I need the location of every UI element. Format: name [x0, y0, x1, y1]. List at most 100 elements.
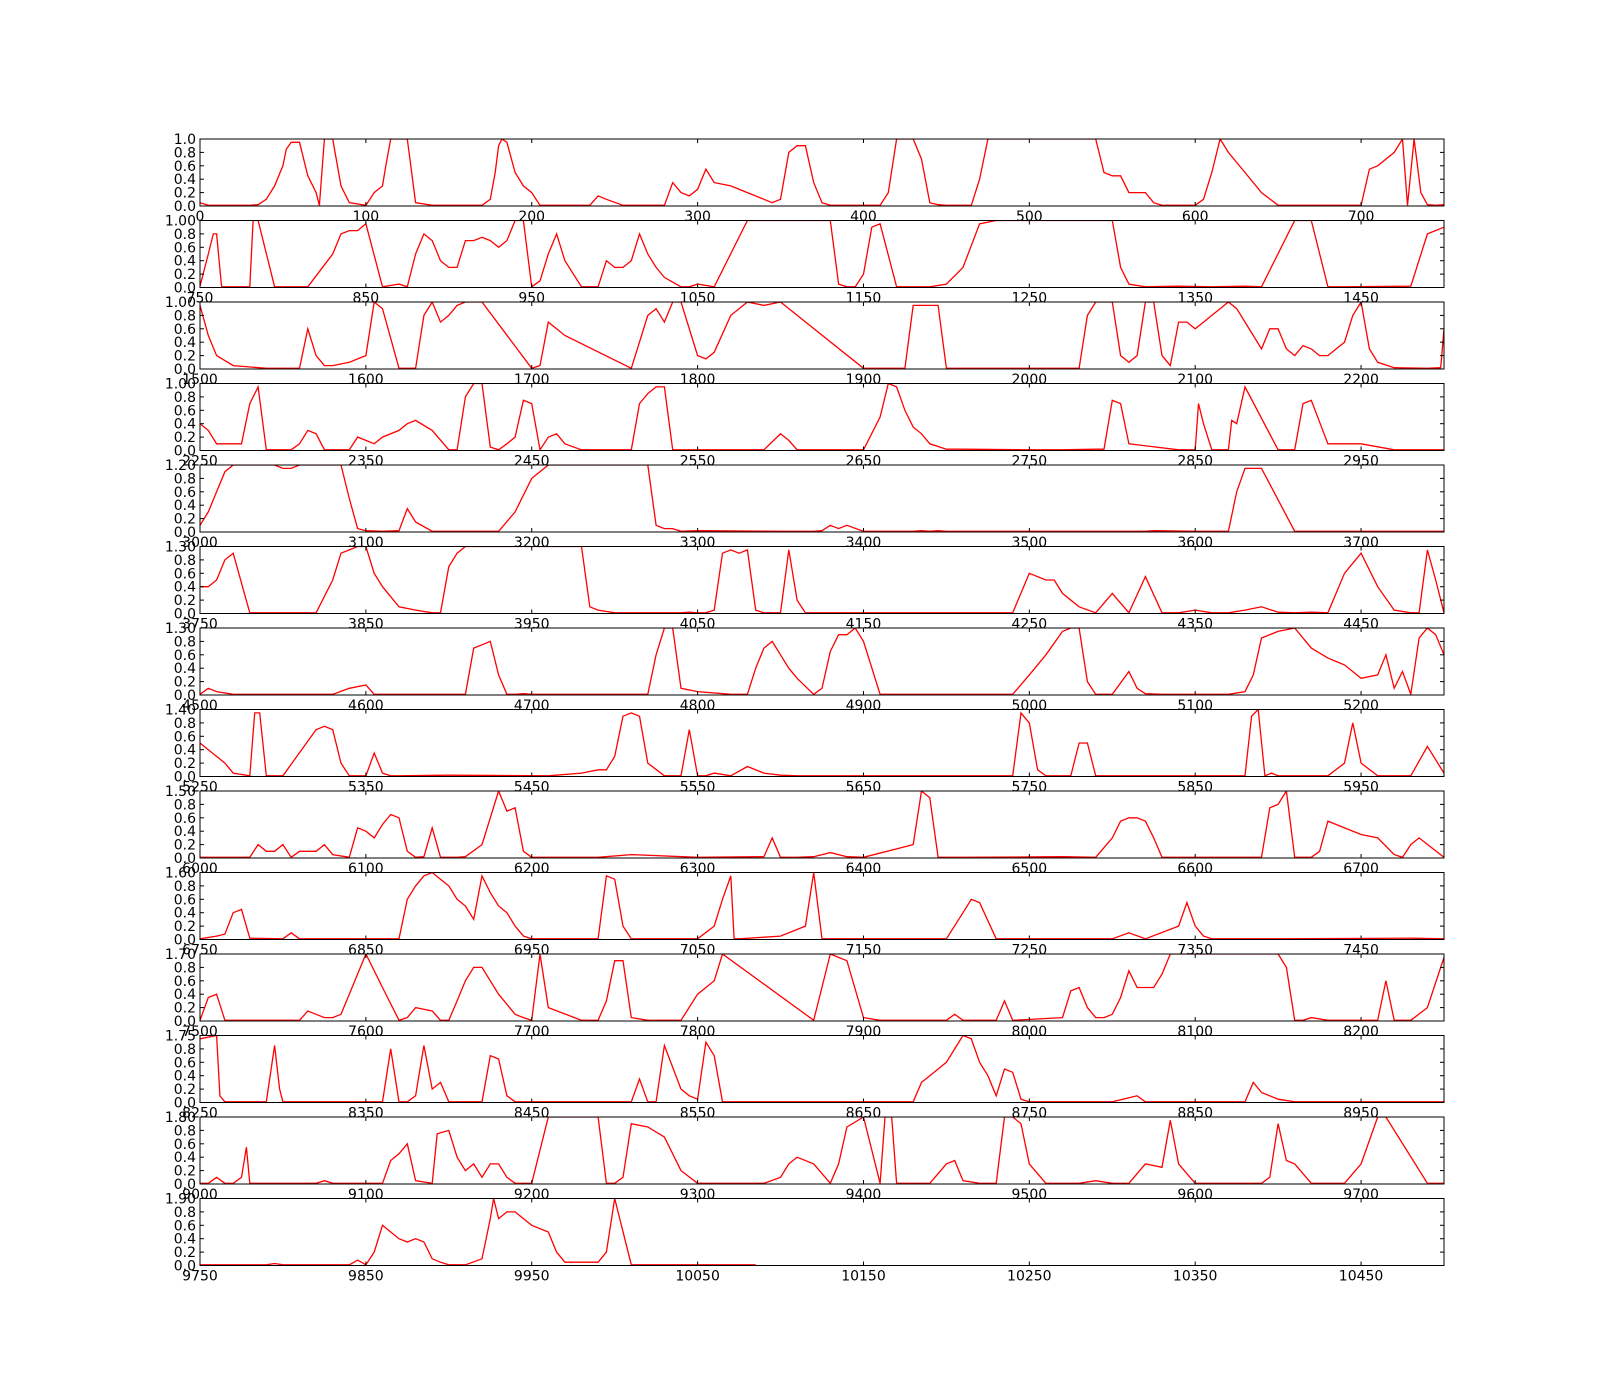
y-tick-label: 0.6 [174, 892, 196, 908]
y-tick-label: 0.0 [174, 933, 196, 949]
y-tick-label: 0.8 [174, 553, 196, 569]
axes-frame [199, 790, 1445, 859]
y-tick-label: 0.0 [174, 1177, 196, 1193]
series-line [200, 1035, 1444, 1103]
y-tick-label: 0.4 [174, 335, 196, 351]
y-tick-label: 0.4 [174, 254, 196, 270]
y-tick-label: 0.2 [174, 186, 196, 202]
y-tick-label: 0.4 [174, 172, 196, 188]
x-tick-label: 9850 [348, 1269, 384, 1285]
axes-frame [199, 872, 1445, 940]
y-tick-label: 0.0 [174, 770, 196, 786]
x-tick-label-first: 0 [196, 209, 205, 225]
y-tick-label: 0.2 [174, 1164, 196, 1180]
y-tick-label-top: 1.00 [165, 377, 196, 393]
y-tick-label: 0.2 [174, 675, 196, 691]
axes-frame [199, 464, 1445, 533]
series-line [200, 872, 1444, 940]
y-tick-label-top: 1.40 [165, 703, 196, 719]
y-tick-label-top: 1.50 [165, 784, 196, 800]
y-tick-label: 0.8 [174, 716, 196, 732]
y-tick-label-top: 1.00 [165, 295, 196, 311]
series-line [200, 954, 1444, 1021]
series-line [200, 302, 1444, 369]
y-tick-label: 0.8 [174, 145, 196, 161]
y-tick-label: 0.4 [174, 580, 196, 596]
y-tick-label-top: 1.00 [165, 214, 196, 230]
axes-frame [199, 1116, 1445, 1185]
y-tick-label: 0.4 [174, 1069, 196, 1085]
y-tick-label: 1.0 [174, 132, 196, 148]
y-tick-label: 0.0 [174, 281, 196, 297]
y-tick-label: 0.6 [174, 1218, 196, 1234]
y-tick-label: 0.0 [174, 1259, 196, 1275]
y-tick-label-top: 1.20 [165, 458, 196, 474]
subplot-14: 0.00.20.40.60.81.90 9750 9850 9950 10050 1015… [165, 1192, 1445, 1285]
y-tick-label: 0.8 [174, 227, 196, 243]
x-tick-label: 10450 [1339, 1269, 1384, 1285]
y-tick-label: 0.2 [174, 430, 196, 446]
axes-frame [199, 220, 1445, 288]
y-tick-label: 0.6 [174, 485, 196, 501]
y-tick-label: 0.2 [174, 756, 196, 772]
y-tick-label: 0.4 [174, 498, 196, 514]
axes-frame [199, 1198, 1445, 1266]
series-line [200, 1198, 756, 1266]
series-line [200, 546, 1444, 614]
x-tick-label: 10150 [841, 1269, 886, 1285]
axes-frame [199, 1035, 1445, 1103]
y-tick-label: 0.4 [174, 743, 196, 759]
y-tick-label: 0.6 [174, 566, 196, 582]
y-tick-label-top: 1.70 [165, 947, 196, 963]
series-line [200, 791, 1444, 858]
y-tick-label: 0.0 [174, 688, 196, 704]
y-tick-label-top: 1.80 [165, 1110, 196, 1126]
series-line [200, 1117, 1444, 1184]
y-tick-label: 0.4 [174, 417, 196, 433]
y-tick-label: 0.8 [174, 1123, 196, 1139]
y-tick-label: 0.6 [174, 1137, 196, 1153]
y-tick-label: 0.8 [174, 634, 196, 650]
y-tick-label: 0.6 [174, 1055, 196, 1071]
axes-frame [199, 383, 1445, 451]
y-tick-label: 0.2 [174, 919, 196, 935]
y-tick-label-top: 1.75 [165, 1029, 196, 1045]
y-tick-label-top: 1.60 [165, 866, 196, 882]
series-line [200, 709, 1444, 777]
y-tick-label: 0.0 [174, 199, 196, 215]
y-tick-label: 0.2 [174, 1082, 196, 1098]
y-tick-label: 0.2 [174, 593, 196, 609]
series-line [200, 465, 1444, 532]
y-tick-label: 0.8 [174, 879, 196, 895]
series-line [200, 220, 1444, 288]
x-tick-label: 10350 [1173, 1269, 1218, 1285]
axes-frame [199, 627, 1445, 696]
y-tick-label: 0.2 [174, 267, 196, 283]
y-tick-label: 0.6 [174, 729, 196, 745]
y-tick-label: 0.2 [174, 349, 196, 365]
x-tick-label: 10050 [675, 1269, 720, 1285]
y-tick-label: 0.4 [174, 661, 196, 677]
axes-frame [199, 138, 1445, 207]
x-tick-label: 9950 [514, 1269, 550, 1285]
y-tick-label: 0.4 [174, 906, 196, 922]
y-tick-label: 0.2 [174, 838, 196, 854]
axes-frame [199, 546, 1445, 614]
y-tick-label: 0.8 [174, 797, 196, 813]
series-line [200, 383, 1444, 451]
y-tick-label: 0.8 [174, 308, 196, 324]
x-tick-label: 10250 [1007, 1269, 1052, 1285]
y-tick-label: 0.0 [174, 444, 196, 460]
